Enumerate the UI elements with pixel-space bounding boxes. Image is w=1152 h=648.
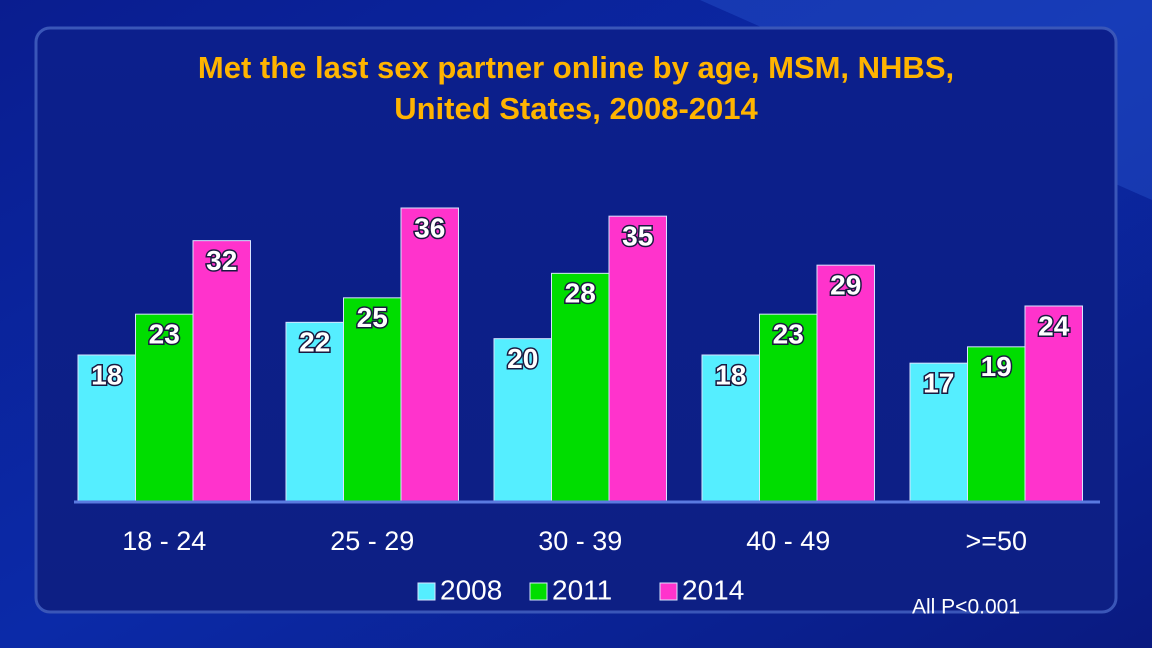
legend-label: 2011 (552, 574, 612, 605)
bar (135, 313, 194, 503)
data-label: 17 (923, 368, 954, 399)
data-label: 23 (773, 319, 804, 350)
annotation: All P<0.001 (912, 596, 1020, 619)
bar (493, 338, 552, 503)
bar (192, 240, 251, 503)
bar (343, 297, 402, 503)
data-label: 28 (565, 278, 596, 309)
data-label: 22 (299, 327, 330, 358)
bar (759, 313, 818, 503)
legend-label: 2008 (440, 574, 502, 605)
x-tick-label: 18 - 24 (122, 526, 206, 556)
data-label: 24 (1038, 310, 1070, 341)
chart-subtitle: United States, 2008-2014 (394, 91, 758, 126)
bar (1024, 305, 1083, 503)
chart-title: Met the last sex partner online by age, … (198, 50, 954, 85)
bar (608, 215, 667, 503)
legend-swatch (529, 582, 548, 601)
bar (400, 207, 459, 503)
data-label: 19 (981, 351, 1012, 382)
x-tick-label: >=50 (965, 526, 1027, 556)
bar (551, 272, 610, 503)
bar (77, 354, 136, 503)
data-label: 20 (507, 343, 538, 374)
data-label: 32 (206, 245, 237, 276)
data-label: 18 (91, 359, 122, 390)
data-label: 25 (357, 302, 388, 333)
data-label: 35 (622, 221, 653, 252)
data-label: 18 (715, 359, 746, 390)
x-tick-label: 40 - 49 (746, 526, 830, 556)
legend-swatch (659, 582, 678, 601)
bar (816, 264, 875, 503)
legend-swatch (417, 582, 436, 601)
data-label: 36 (414, 212, 445, 243)
data-label: 23 (149, 319, 180, 350)
legend-label: 2014 (682, 574, 744, 605)
x-tick-label: 25 - 29 (330, 526, 414, 556)
x-tick-label: 30 - 39 (538, 526, 622, 556)
data-label: 29 (830, 270, 861, 301)
bar (285, 321, 344, 503)
